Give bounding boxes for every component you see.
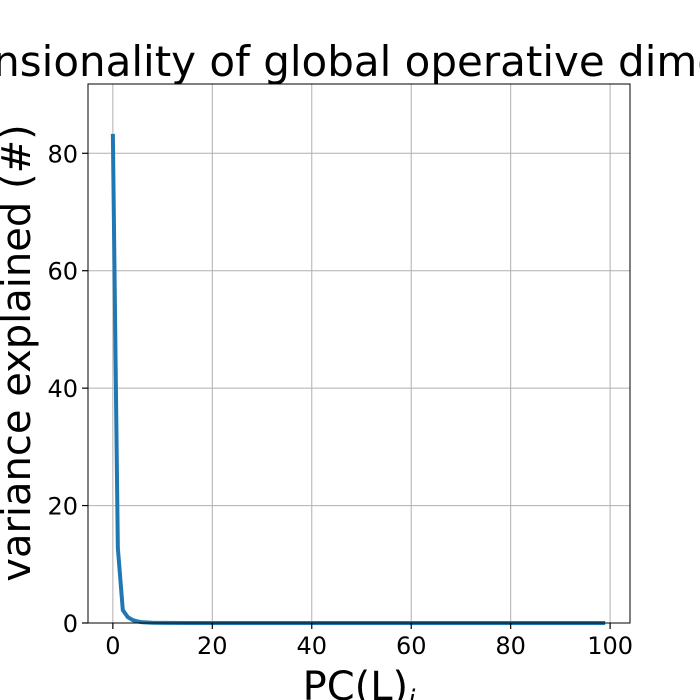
y-tick-label: 80 bbox=[47, 140, 78, 168]
x-tick-label: 0 bbox=[105, 632, 120, 660]
x-tick-label: 80 bbox=[495, 632, 526, 660]
x-axis-label-subscript: i bbox=[408, 685, 416, 700]
x-axis-label: PC(L)i bbox=[303, 664, 417, 700]
y-tick-label: 20 bbox=[47, 493, 78, 521]
y-axis-label: variance explained (#) bbox=[0, 124, 40, 581]
x-tick-label: 20 bbox=[197, 632, 228, 660]
x-tick-label: 100 bbox=[587, 632, 633, 660]
y-tick-label: 40 bbox=[47, 375, 78, 403]
x-tick-label: 60 bbox=[396, 632, 427, 660]
series-layer bbox=[110, 133, 606, 625]
grid bbox=[88, 84, 630, 624]
y-tick-label: 60 bbox=[47, 258, 78, 286]
x-tick-label: 40 bbox=[296, 632, 327, 660]
x-axis-label-main: PC(L) bbox=[303, 664, 409, 700]
plot-frame bbox=[87, 83, 631, 624]
ticks: 0 20 40 60 80 100 0 20 40 60 80 bbox=[47, 140, 633, 660]
chart-title: Dimensionality of global operative dimen… bbox=[0, 37, 700, 86]
y-tick-label: 0 bbox=[63, 610, 78, 638]
series-line bbox=[110, 133, 606, 625]
